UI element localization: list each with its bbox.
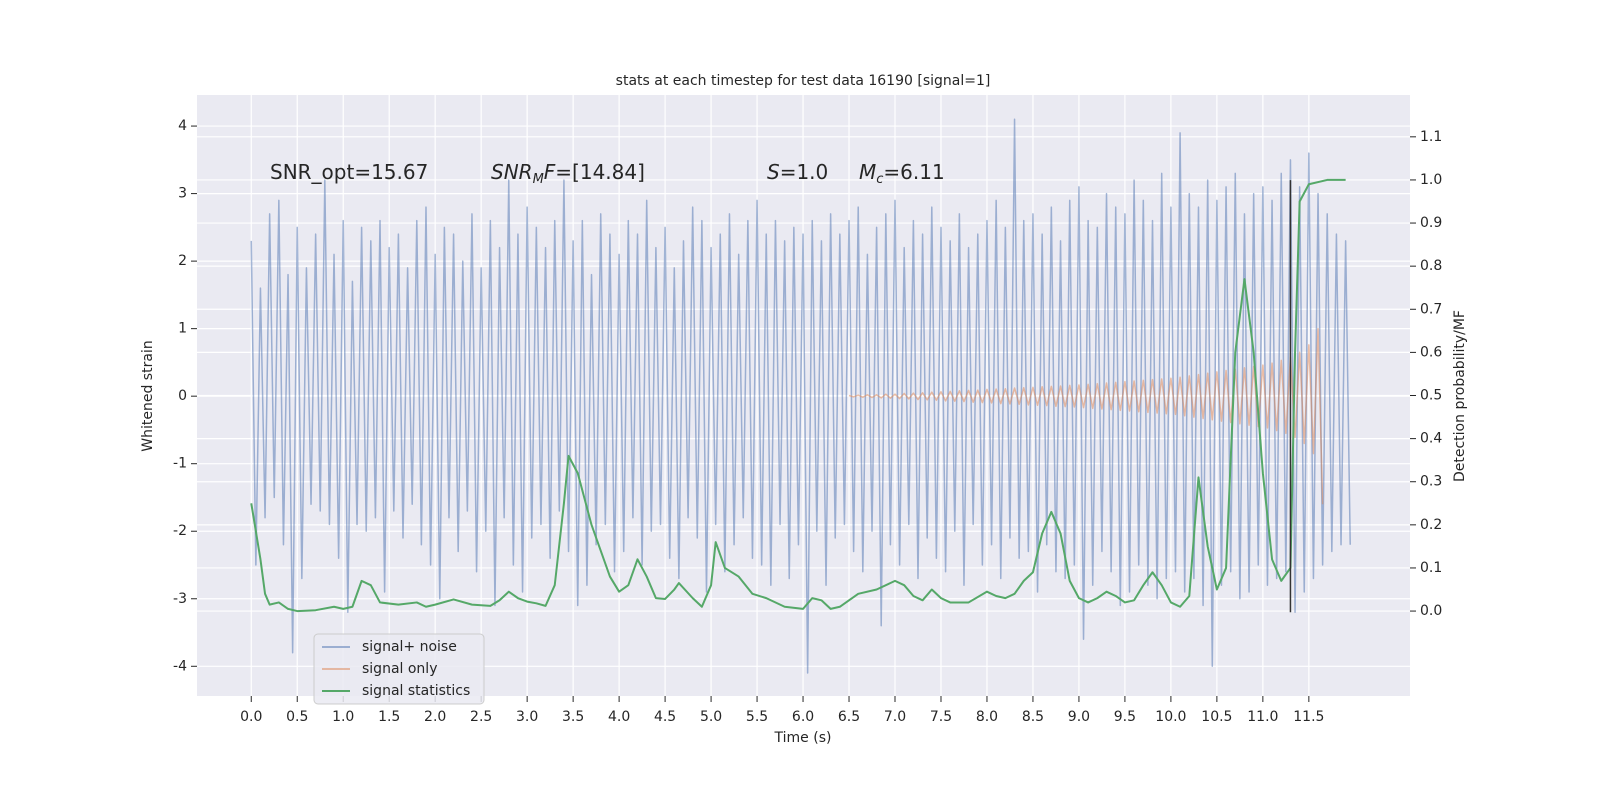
x-tick-label: 8.0 [976,709,998,725]
y-tick-label: 0 [178,388,187,404]
x-tick-label: 10.0 [1155,709,1186,725]
x-tick-label: 9.0 [1068,709,1090,725]
x-tick-label: 6.0 [792,709,814,725]
y2-tick-label: 0.1 [1420,560,1442,576]
y-tick-label: 1 [178,321,187,337]
x-tick-label: 3.5 [562,709,584,725]
x-tick-label: 4.5 [654,709,676,725]
annotation-part: c [876,172,883,187]
y2-tick-label: 1.0 [1420,172,1442,188]
legend-box [313,633,485,705]
y2-tick-label: 0.3 [1420,474,1442,490]
y2-tick-label: 0.2 [1420,517,1442,533]
annotation-part: M [533,172,544,187]
series-line [250,178,1346,613]
legend-label: signal+ noise [362,639,457,655]
x-axis-label: Time (s) [774,730,832,746]
y-tick-label: -4 [173,658,187,674]
y-tick-label: 4 [178,118,187,134]
chart-title: stats at each timestep for test data 161… [616,73,991,89]
annotation-part: S [767,160,780,184]
annotation-part: SNR [491,160,533,184]
y-tick-label: -2 [173,523,187,539]
annotation-part: F [544,160,556,184]
x-tick-label: 9.5 [1114,709,1136,725]
annotation: SNR_opt=15.67 [270,160,428,184]
series-line [848,327,1324,505]
legend-label: signal statistics [362,683,470,699]
y2-tick-label: 0.7 [1420,301,1442,317]
annotation: S=1.0 [767,160,828,184]
axes: 0.0 0.5 1.0 1.5 2.0 2.5 3.0 3.5 4.0 4.5 5.0 5.5 6.0 6… [173,118,1442,725]
legend: signal+ noise signal only signal statistic… [313,633,485,705]
x-tick-label: 7.0 [884,709,906,725]
annotation-part: =6.11 [883,160,944,184]
y2-tick-label: 1.1 [1420,129,1442,145]
x-tick-label: 10.5 [1201,709,1232,725]
x-tick-label: 11.0 [1247,709,1278,725]
marks: SNR_opt=15.67 SNRMF=[14.84] S=1.0 Mc=6.11 [250,118,1351,674]
x-tick-label: 2.0 [424,709,446,725]
y2-tick-label: 0.9 [1420,215,1442,231]
annotation-part: M [859,160,876,184]
x-tick-label: 3.0 [516,709,538,725]
annotation: Mc=6.11 [859,160,945,187]
y-tick-label: 2 [178,253,187,269]
x-tick-label: 8.5 [1022,709,1044,725]
x-tick-label: 4.0 [608,709,630,725]
y-tick-label: 3 [178,186,187,202]
y-tick-label: -3 [173,591,187,607]
x-tick-label: 5.0 [700,709,722,725]
x-tick-label: 7.5 [930,709,952,725]
y-tick-label: -1 [173,456,187,472]
annotation-part: =[14.84] [555,160,645,184]
y2-axis-label: Detection probability/MF [1452,310,1468,482]
x-tick-label: 6.5 [838,709,860,725]
y2-tick-label: 0.5 [1420,388,1442,404]
y2-tick-label: 0.0 [1420,603,1442,619]
annotation-part: SNR_opt=15.67 [270,160,428,184]
x-tick-label: 11.5 [1293,709,1324,725]
annotation-part: =1.0 [780,160,829,184]
legend-label: signal only [362,661,437,677]
series-line [250,118,1351,674]
y-axis-label: Whitened strain [140,340,156,451]
y2-tick-label: 0.8 [1420,258,1442,274]
y2-tick-label: 0.6 [1420,344,1442,360]
x-tick-label: 0.5 [286,709,308,725]
y2-tick-label: 0.4 [1420,431,1442,447]
x-tick-label: 1.0 [332,709,354,725]
annotation: SNRMF=[14.84] [491,160,645,187]
x-tick-label: 2.5 [470,709,492,725]
x-tick-label: 0.0 [240,709,262,725]
x-tick-label: 5.5 [746,709,768,725]
x-tick-label: 1.5 [378,709,400,725]
